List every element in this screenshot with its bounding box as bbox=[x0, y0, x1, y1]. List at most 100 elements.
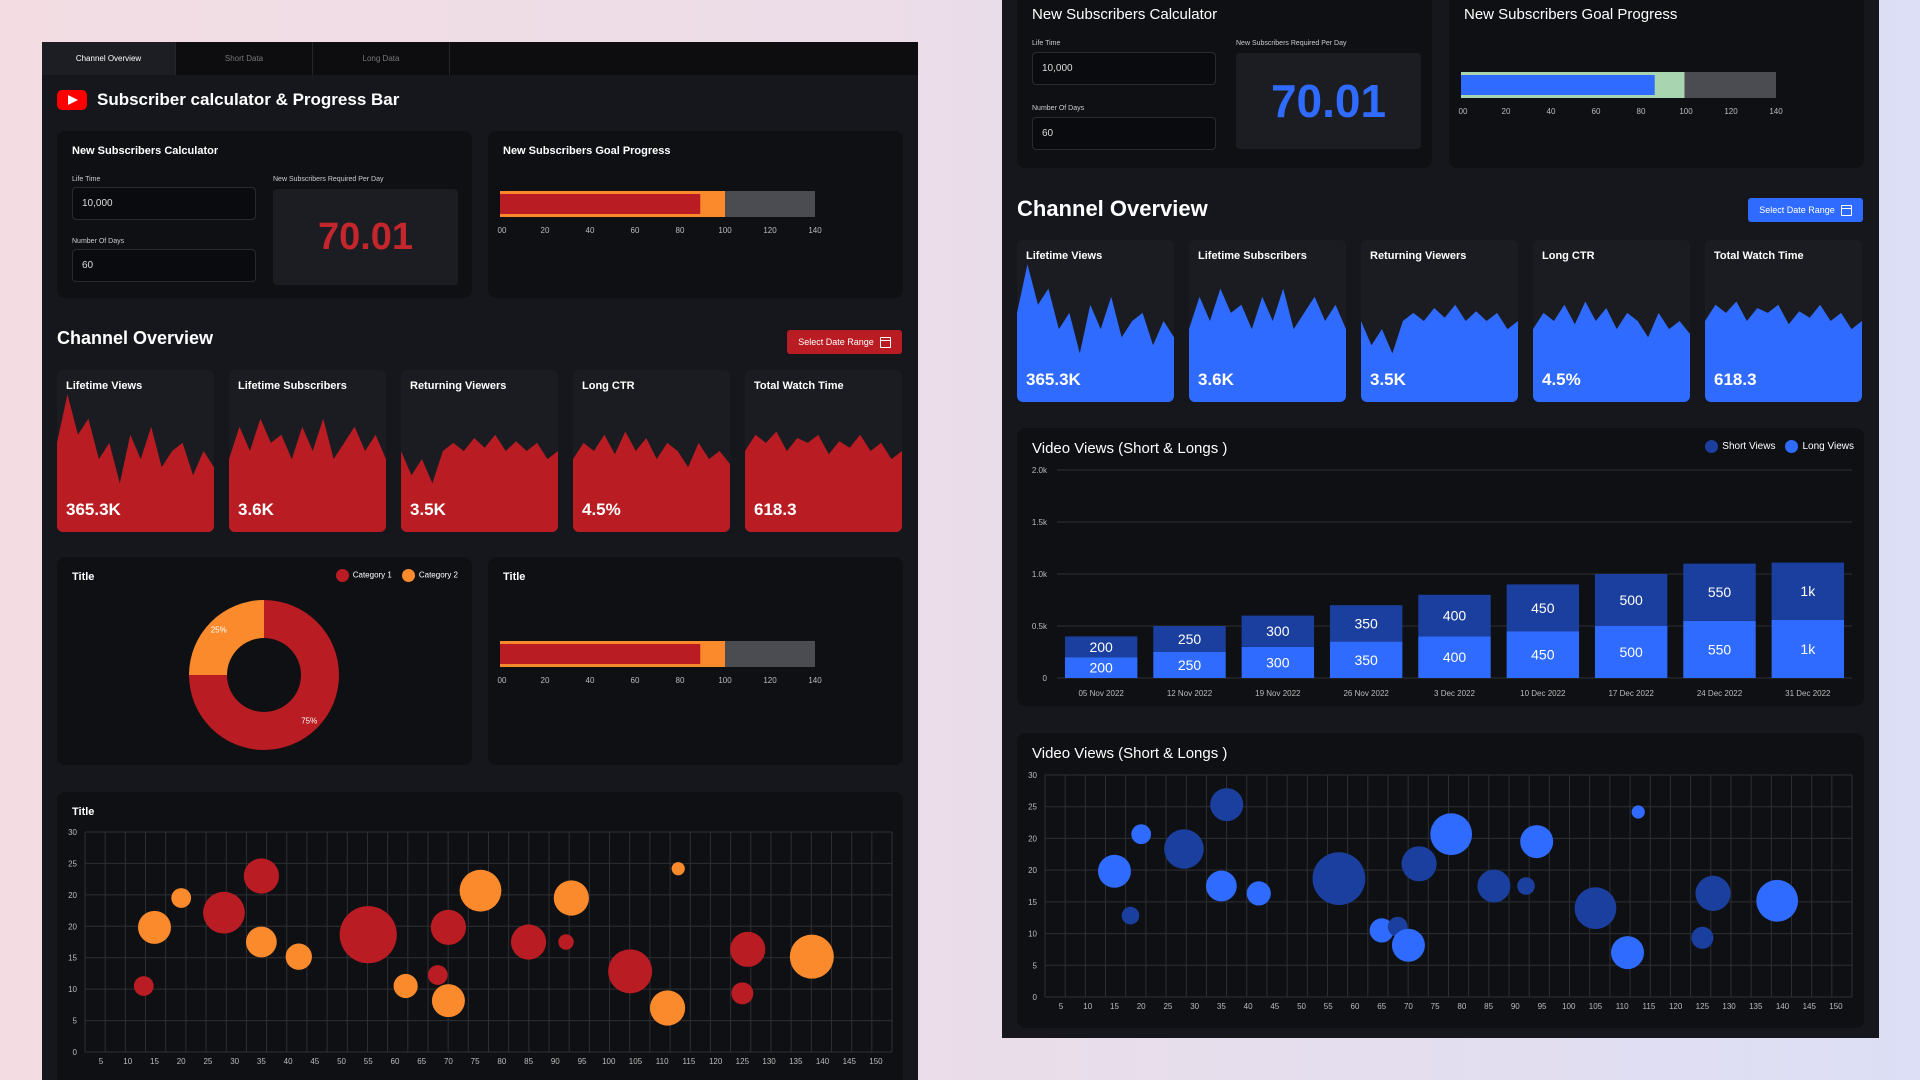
x-tick-label: 30 bbox=[1190, 1002, 1199, 1011]
legend-item-category-1: Category 1 bbox=[335, 569, 392, 582]
bubble bbox=[789, 934, 834, 979]
x-tick-label: 65 bbox=[417, 1057, 426, 1066]
metric-card: Lifetime Subscribers 3.6K bbox=[1189, 240, 1346, 402]
x-tick-label: 5 bbox=[99, 1057, 104, 1066]
metric-label: Lifetime Views bbox=[66, 380, 143, 392]
bar-long-views bbox=[1241, 646, 1315, 678]
bubble bbox=[553, 880, 589, 916]
bar-label: 250 bbox=[1178, 631, 1202, 647]
tab-long-data[interactable]: Long Data bbox=[313, 42, 450, 75]
y-tick-label: 0 bbox=[1043, 674, 1048, 683]
bar-long-views bbox=[1594, 626, 1668, 678]
tab-short-data[interactable]: Short Data bbox=[176, 42, 313, 75]
bar-long-views bbox=[1153, 652, 1226, 678]
lifetime-input-right[interactable]: 10,000 bbox=[1032, 52, 1216, 85]
date-button-label: Select Date Range bbox=[798, 337, 874, 347]
x-tick-label: 35 bbox=[1217, 1002, 1226, 1011]
x-tick-label: 17 Dec 2022 bbox=[1608, 689, 1654, 698]
metric-label: Returning Viewers bbox=[410, 380, 507, 392]
bar-long-views bbox=[1683, 620, 1756, 678]
progress-bar-2: 00 20 40 60 80 100 120 140 bbox=[498, 641, 822, 685]
bubble bbox=[1430, 813, 1473, 856]
bubble bbox=[430, 909, 467, 945]
x-tick-label: 20 bbox=[1137, 1002, 1146, 1011]
bubble bbox=[1631, 805, 1645, 819]
legend-item-category-2: Category 2 bbox=[401, 569, 458, 582]
app-title-text: Subscriber calculator & Progress Bar bbox=[97, 90, 400, 109]
metric-value: 618.3 bbox=[754, 500, 797, 519]
bubble bbox=[245, 926, 277, 958]
lifetime-input[interactable]: 10,000 bbox=[72, 187, 256, 220]
x-tick-label: 80 bbox=[497, 1057, 506, 1066]
result-label: New Subscribers Required Per Day bbox=[273, 176, 384, 183]
x-tick-label: 145 bbox=[1803, 1002, 1817, 1011]
bubble bbox=[1097, 854, 1131, 888]
bubble bbox=[1477, 869, 1511, 903]
progress-tick-label: 120 bbox=[763, 226, 777, 235]
bubble bbox=[339, 906, 397, 964]
progress-tick-label: 20 bbox=[541, 676, 550, 685]
metric-sparkline bbox=[1705, 301, 1862, 402]
metric-area bbox=[229, 418, 386, 532]
metric-card: Long CTR 4.5% bbox=[573, 370, 730, 532]
y-tick-label: 0.5k bbox=[1032, 622, 1048, 631]
x-tick-label: 130 bbox=[762, 1057, 776, 1066]
bubble-title-right: Video Views (Short & Longs ) bbox=[1032, 745, 1228, 762]
lifetime-label-right: Life Time bbox=[1032, 40, 1061, 47]
goal-card: New Subscribers Goal Progress 00 20 40 60 80… bbox=[488, 131, 903, 298]
legend-item-short-views: Short Views bbox=[1705, 440, 1775, 453]
bar-label: 350 bbox=[1354, 652, 1378, 668]
bubble bbox=[427, 965, 448, 985]
bubble bbox=[1164, 829, 1204, 869]
metric-label: Lifetime Views bbox=[1026, 250, 1103, 262]
calendar-icon bbox=[1840, 204, 1852, 216]
bubble-chart: 0 5 10 15 20 20 25 30 5 10 15 20 25 30 35 40 45 50 55 60 65 7… bbox=[68, 828, 893, 1066]
metric-area bbox=[1533, 301, 1690, 402]
x-tick-label: 115 bbox=[683, 1057, 696, 1066]
bubble bbox=[393, 973, 418, 999]
bubble bbox=[1756, 879, 1799, 922]
progress-card-2-title: Title bbox=[503, 571, 526, 583]
bubble bbox=[558, 934, 574, 950]
y-tick-label: 25 bbox=[1028, 803, 1037, 812]
metric-value: 3.5K bbox=[1370, 370, 1406, 389]
progress-tick-label: 140 bbox=[808, 226, 822, 235]
x-tick-label: 120 bbox=[1669, 1002, 1683, 1011]
metric-label: Returning Viewers bbox=[1370, 250, 1467, 262]
select-date-range-button-right[interactable]: Select Date Range bbox=[1748, 198, 1863, 222]
metric-label: Lifetime Subscribers bbox=[238, 380, 347, 392]
bar-short-views bbox=[1418, 594, 1491, 637]
bubble bbox=[1391, 928, 1425, 962]
y-tick-label: 20 bbox=[1028, 834, 1037, 843]
x-tick-label: 25 bbox=[1163, 1002, 1172, 1011]
progress-tick-label: 100 bbox=[718, 226, 732, 235]
metric-area bbox=[1705, 301, 1862, 402]
calculator-card: New Subscribers Calculator Life Time 10,… bbox=[57, 131, 472, 298]
donut-slice bbox=[189, 600, 264, 675]
result-value: 70.01 bbox=[273, 189, 458, 285]
progress-tick-label: 80 bbox=[1637, 107, 1646, 116]
days-input-right[interactable]: 60 bbox=[1032, 117, 1216, 150]
x-tick-label: 26 Nov 2022 bbox=[1343, 689, 1389, 698]
bubble bbox=[649, 990, 686, 1026]
progress-fill bbox=[500, 644, 701, 664]
video-views-bar-chart: 0 0.5k 1.0k 1.5k 2.0k 200 200 05 Nov 2022 250 250… bbox=[1032, 466, 1852, 698]
donut-card: Title Category 1 Category 2 75% 25% bbox=[57, 557, 472, 765]
progress-tick-label: 60 bbox=[631, 226, 640, 235]
bubble bbox=[285, 943, 312, 970]
x-tick-label: 115 bbox=[1643, 1002, 1656, 1011]
metric-label: Long CTR bbox=[1542, 250, 1595, 262]
metric-area bbox=[1017, 264, 1174, 402]
days-input[interactable]: 60 bbox=[72, 249, 256, 282]
calculator-card-right: New Subscribers Calculator Life Time 10,… bbox=[1017, 0, 1432, 168]
x-tick-label: 145 bbox=[843, 1057, 857, 1066]
y-tick-label: 20 bbox=[68, 922, 77, 931]
metric-area bbox=[57, 394, 214, 532]
metric-area bbox=[1189, 288, 1346, 402]
progress-tick-label: 140 bbox=[808, 676, 822, 685]
bubble-title: Title bbox=[72, 806, 95, 818]
select-date-range-button[interactable]: Select Date Range bbox=[787, 330, 902, 354]
metric-value: 618.3 bbox=[1714, 370, 1757, 389]
tab-channel-overview[interactable]: Channel Overview bbox=[42, 42, 176, 75]
progress-fill bbox=[1461, 75, 1655, 95]
